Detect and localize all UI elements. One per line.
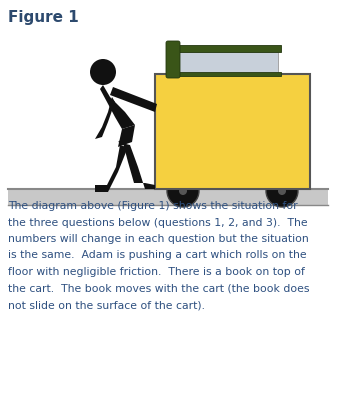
Circle shape bbox=[266, 175, 298, 207]
Circle shape bbox=[179, 187, 187, 195]
Polygon shape bbox=[110, 87, 157, 112]
Bar bbox=[168, 72, 281, 76]
Text: Figure 1: Figure 1 bbox=[8, 10, 79, 25]
Text: The diagram above (Figure 1) shows the situation for: The diagram above (Figure 1) shows the s… bbox=[8, 201, 298, 211]
Polygon shape bbox=[95, 97, 115, 139]
Text: is the same.  Adam is pushing a cart which rolls on the: is the same. Adam is pushing a cart whic… bbox=[8, 250, 307, 260]
Polygon shape bbox=[118, 139, 155, 189]
Text: floor with negligible friction.  There is a book on top of: floor with negligible friction. There is… bbox=[8, 267, 305, 277]
Circle shape bbox=[167, 175, 199, 207]
Text: the three questions below (questions 1, 2, and 3).  The: the three questions below (questions 1, … bbox=[8, 217, 307, 228]
Bar bbox=[8, 189, 328, 205]
Polygon shape bbox=[118, 125, 135, 147]
Polygon shape bbox=[100, 85, 135, 129]
Polygon shape bbox=[95, 145, 128, 192]
Bar bbox=[155, 74, 310, 189]
Circle shape bbox=[90, 59, 116, 85]
Bar bbox=[168, 45, 281, 52]
Bar bbox=[173, 52, 278, 74]
Circle shape bbox=[278, 187, 286, 195]
Text: the cart.  The book moves with the cart (the book does: the cart. The book moves with the cart (… bbox=[8, 284, 310, 293]
Text: not slide on the surface of the cart).: not slide on the surface of the cart). bbox=[8, 300, 205, 310]
FancyBboxPatch shape bbox=[166, 41, 180, 78]
Text: numbers will change in each question but the situation: numbers will change in each question but… bbox=[8, 234, 309, 244]
